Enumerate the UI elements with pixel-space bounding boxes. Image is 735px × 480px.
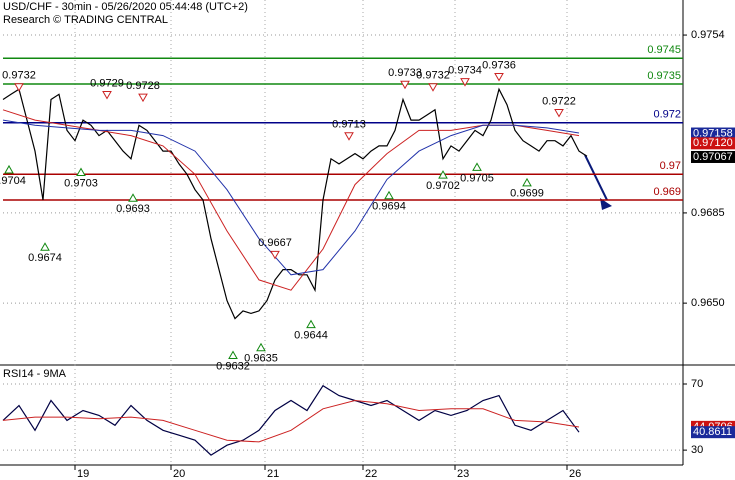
- low-marker: [40, 242, 50, 251]
- x-tick-label: 22: [365, 468, 377, 480]
- high-label: 0.9728: [126, 80, 160, 92]
- level-label: 0.9735: [647, 70, 681, 82]
- chart-title: USD/CHF - 30min - 05/26/2020 05:44:48 (U…: [3, 1, 248, 13]
- x-tick-label: 26: [569, 468, 581, 480]
- high-label: 0.9733: [388, 67, 422, 79]
- y-tick-label: 70: [691, 378, 703, 390]
- low-label: 0.9703: [64, 177, 98, 189]
- series-line: [2, 384, 580, 456]
- price-tag: [691, 127, 735, 140]
- high-marker: [428, 83, 438, 92]
- high-label: 0.9736: [482, 59, 516, 71]
- x-tick-label: 21: [267, 468, 279, 480]
- y-tick-label: 30: [691, 444, 703, 456]
- level-label: 0.972: [653, 109, 681, 121]
- low-label: 0.9644: [294, 330, 328, 342]
- low-marker: [256, 342, 266, 352]
- price-tag-label: 40.8611: [693, 426, 732, 438]
- high-marker: [270, 250, 280, 260]
- low-marker: [384, 190, 394, 200]
- high-marker: [138, 93, 148, 103]
- low-label: 0.9699: [510, 188, 544, 200]
- x-tick-label: 19: [77, 468, 89, 480]
- projection-arrow-head: [600, 198, 612, 210]
- high-marker: [460, 78, 470, 87]
- price-tag-label: 0.97067: [693, 151, 733, 163]
- high-label: 0.9667: [258, 237, 292, 249]
- price-tag-label: 0.97158: [693, 127, 733, 139]
- low-label: 0.9693: [116, 203, 150, 215]
- low-label: 0.9635: [244, 353, 278, 365]
- high-label: 0.9729: [90, 77, 124, 89]
- low-marker: [306, 319, 316, 329]
- high-label: 0.9732: [416, 70, 450, 82]
- chart-subtitle: Research © TRADING CENTRAL: [3, 14, 168, 26]
- y-tick-label: 0.9650: [691, 297, 725, 309]
- level-label: 0.97: [660, 160, 681, 172]
- x-tick-label: 23: [457, 468, 469, 480]
- high-marker: [344, 132, 354, 141]
- price-tag: [691, 150, 735, 163]
- level-label: 0.9745: [647, 44, 681, 56]
- high-marker: [554, 109, 564, 118]
- low-marker: [4, 164, 14, 174]
- low-label: 0.9705: [460, 172, 494, 184]
- high-marker: [494, 72, 504, 82]
- low-marker: [438, 170, 448, 179]
- low-marker: [128, 193, 138, 202]
- price-tag: [691, 137, 735, 150]
- low-label: 0.9674: [28, 252, 62, 264]
- high-marker: [102, 90, 112, 100]
- price-tag-label: 0.97120: [693, 137, 733, 149]
- high-marker: [400, 80, 410, 90]
- low-marker: [472, 162, 482, 171]
- y-tick-label: 0.9754: [691, 29, 725, 41]
- series-line: [2, 87, 588, 320]
- high-label: 0.9734: [448, 65, 482, 77]
- low-label: 0.9694: [372, 201, 406, 213]
- series-line: [2, 399, 580, 443]
- low-marker: [228, 350, 238, 360]
- low-marker: [522, 177, 532, 187]
- low-marker: [76, 167, 86, 177]
- x-tick-label: 20: [173, 468, 185, 480]
- low-label: 0.9702: [426, 180, 460, 192]
- high-label: 0.9732: [2, 70, 36, 82]
- low-label: 0.9632: [216, 360, 250, 372]
- low-label: 0.9704: [0, 175, 26, 187]
- high-label: 0.9722: [542, 95, 576, 107]
- panel-title: RSI14 - 9MA: [3, 368, 67, 380]
- series-line: [2, 119, 580, 276]
- level-label: 0.969: [653, 186, 681, 198]
- price-tag: [691, 426, 735, 439]
- high-label: 0.9713: [332, 119, 366, 131]
- y-tick-label: 0.9685: [691, 207, 725, 219]
- high-marker: [14, 83, 24, 92]
- projection-arrow: [584, 154, 608, 201]
